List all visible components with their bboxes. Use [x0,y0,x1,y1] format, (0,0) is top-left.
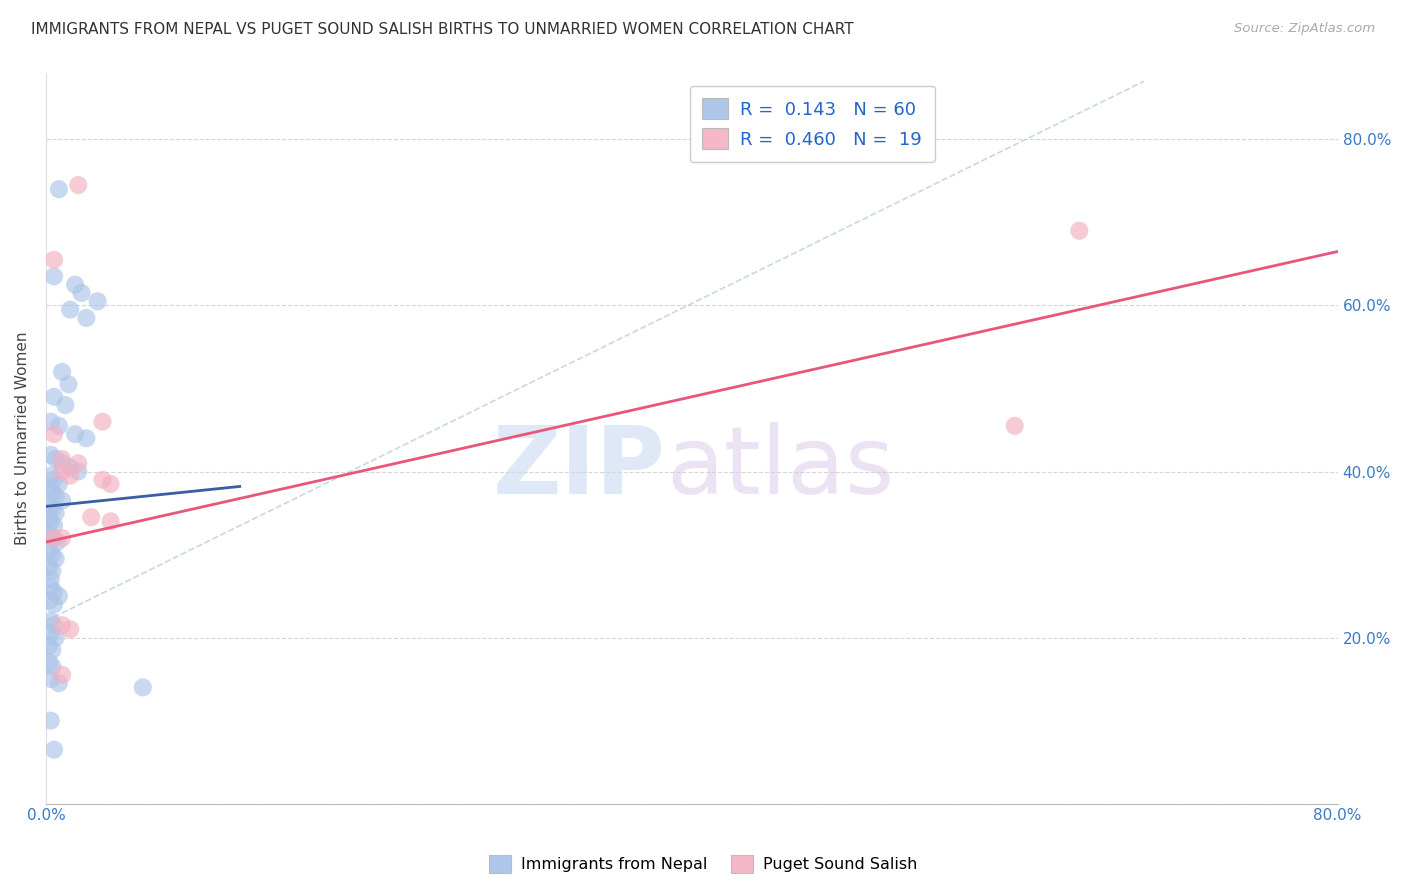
Point [51,618,73,632]
Point [42,585,65,599]
Text: ZIP: ZIP [494,422,666,514]
Point [67,456,90,470]
Point [42,618,65,632]
Point [59,468,82,483]
Point [80,510,103,524]
Point [58,377,80,392]
Point [46,535,69,549]
Point [48,418,70,433]
Point [45,506,67,520]
Point [45,490,67,504]
Point [38,526,60,541]
Point [41,485,63,500]
Point [39,714,62,728]
Point [39,514,62,528]
Point [41,564,63,578]
Text: atlas: atlas [666,422,894,514]
Point [41,548,63,562]
Point [51,531,73,545]
Point [70,285,93,300]
Point [1004,418,1026,433]
Point [53,398,76,412]
Point [51,493,73,508]
Point [42,269,65,284]
Point [42,473,65,487]
Point [38,593,60,607]
Point [38,481,60,495]
Point [41,531,63,545]
Point [59,460,82,475]
Point [48,182,70,196]
Point [42,427,65,442]
Point [51,365,73,379]
Point [63,427,86,442]
Point [38,510,60,524]
Point [75,310,97,325]
Point [63,277,86,292]
Point [38,543,60,558]
Point [41,643,63,657]
Point [91,473,114,487]
Point [42,390,65,404]
Point [38,560,60,574]
Point [42,598,65,612]
Legend: R =  0.143   N = 60, R =  0.460   N =  19: R = 0.143 N = 60, R = 0.460 N = 19 [690,86,935,161]
Point [132,681,155,695]
Point [100,477,122,491]
Point [38,656,60,670]
Point [45,452,67,467]
Point [59,302,82,317]
Point [48,676,70,690]
Point [39,581,62,595]
Point [39,468,62,483]
Point [91,415,114,429]
Point [39,573,62,587]
Point [48,589,70,603]
Point [39,626,62,640]
Point [41,501,63,516]
Point [38,639,60,653]
Text: Source: ZipAtlas.com: Source: ZipAtlas.com [1234,22,1375,36]
Point [51,465,73,479]
Point [67,465,90,479]
Point [39,672,62,686]
Legend: Immigrants from Nepal, Puget Sound Salish: Immigrants from Nepal, Puget Sound Salis… [482,848,924,880]
Point [45,551,67,566]
Text: IMMIGRANTS FROM NEPAL VS PUGET SOUND SALISH BIRTHS TO UNMARRIED WOMEN CORRELATIO: IMMIGRANTS FROM NEPAL VS PUGET SOUND SAL… [31,22,853,37]
Point [42,742,65,756]
Point [48,477,70,491]
Point [39,498,62,512]
Point [42,252,65,267]
Point [39,614,62,628]
Point [51,668,73,682]
Y-axis label: Births to Unmarried Women: Births to Unmarried Women [15,332,30,545]
Point [42,531,65,545]
Point [75,431,97,445]
Point [42,518,65,533]
Point [86,294,108,309]
Point [41,659,63,673]
Point [51,452,73,467]
Point [100,514,122,528]
Point [39,415,62,429]
Point [51,456,73,470]
Point [39,448,62,462]
Point [45,631,67,645]
Point [1069,224,1091,238]
Point [59,622,82,636]
Point [67,178,90,192]
